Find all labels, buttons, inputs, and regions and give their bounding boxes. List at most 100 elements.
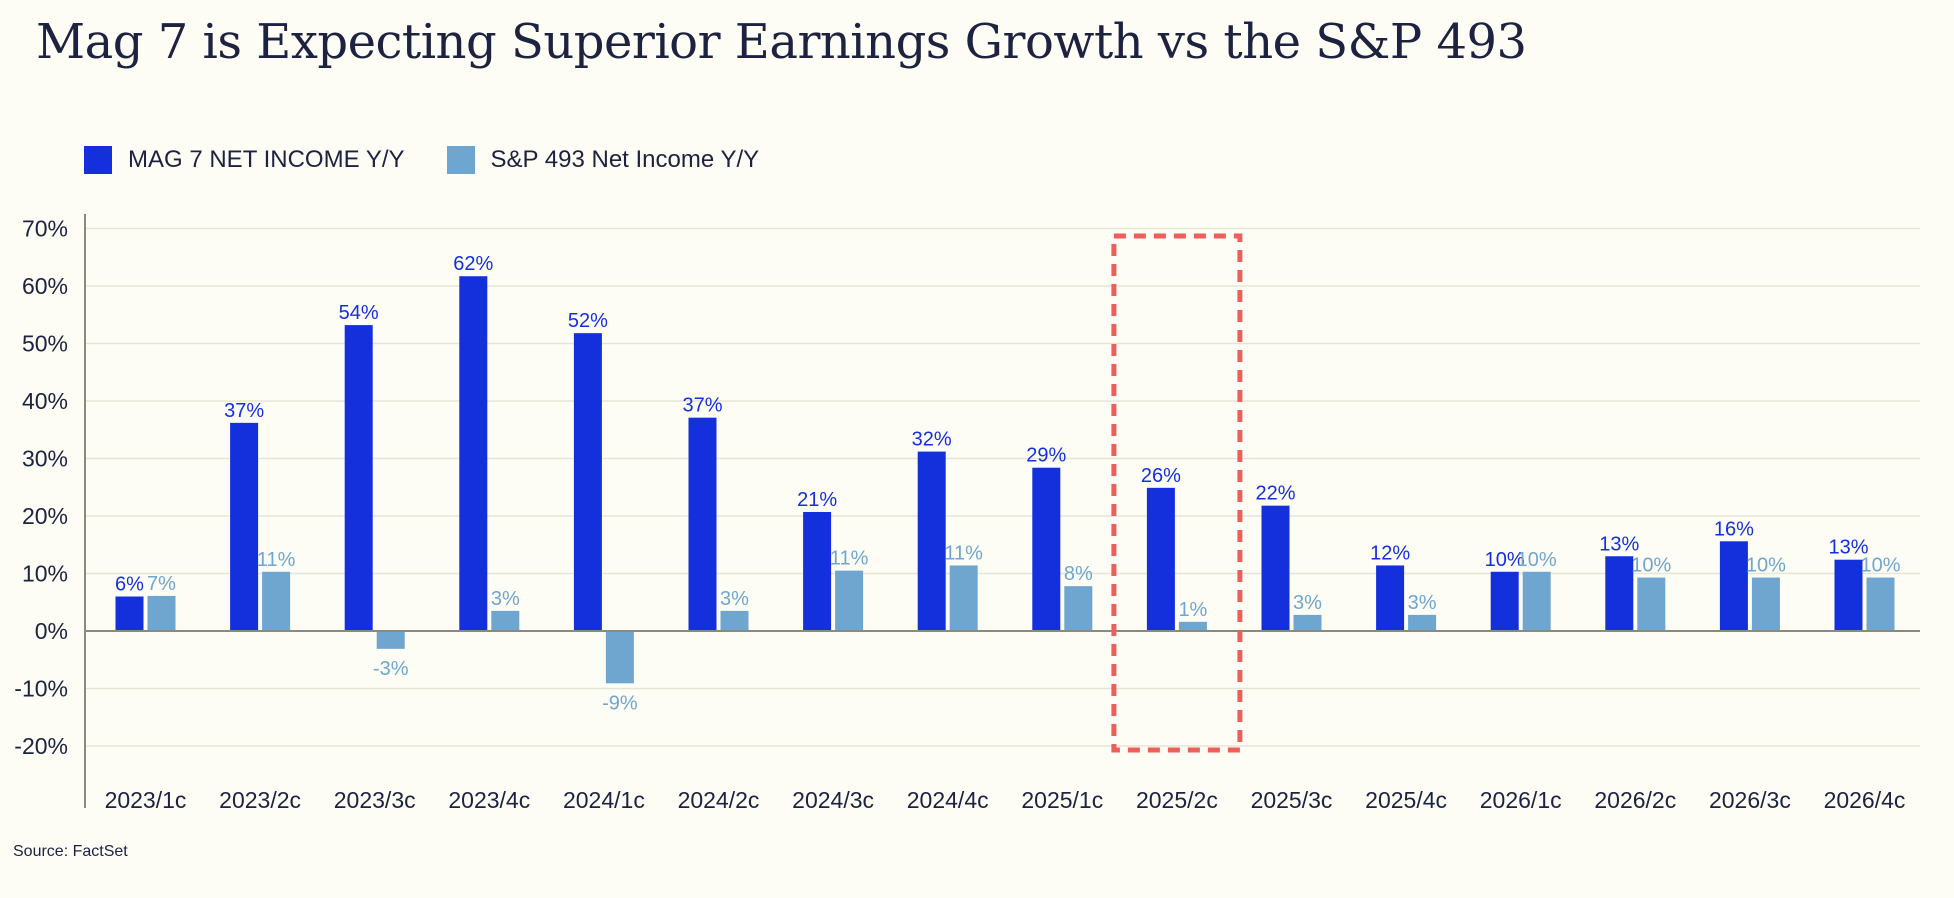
y-tick-label: 70%	[22, 216, 68, 242]
legend-item-sp493: S&P 493 Net Income Y/Y	[446, 146, 760, 174]
data-label-mag7: 13%	[1599, 533, 1639, 555]
data-label-mag7: 21%	[797, 489, 837, 511]
y-tick-label: 60%	[22, 273, 68, 299]
data-label-sp493: 3%	[1408, 592, 1437, 614]
data-label-mag7: 62%	[453, 253, 493, 275]
data-label-sp493: 11%	[944, 542, 983, 564]
bar-sp493	[1064, 586, 1093, 631]
bar-sp493	[1293, 614, 1322, 631]
x-tick-label: 2026/4c	[1824, 787, 1906, 813]
bar-sp493	[949, 565, 978, 631]
bar-sp493	[1866, 577, 1895, 631]
x-tick-label: 2023/4c	[448, 787, 530, 813]
bar-sp493	[147, 595, 176, 631]
data-label-sp493: 10%	[1631, 555, 1671, 577]
x-tick-label: 2024/3c	[792, 787, 874, 813]
data-label-sp493: 11%	[830, 548, 869, 570]
data-label-sp493: 8%	[1064, 563, 1093, 585]
bar-mag7	[344, 325, 373, 631]
x-tick-label: 2024/4c	[907, 787, 989, 813]
bar-mag7	[688, 417, 717, 631]
legend: MAG 7 NET INCOME Y/Y S&P 493 Net Income …	[84, 146, 801, 174]
x-tick-label: 2026/1c	[1480, 787, 1562, 813]
data-label-mag7: 54%	[339, 302, 379, 324]
bar-mag7	[230, 422, 259, 631]
source-note: Source: FactSet	[13, 843, 128, 860]
x-tick-label: 2023/2c	[219, 787, 301, 813]
bar-sp493	[1408, 614, 1437, 631]
bar-sp493	[1637, 577, 1666, 631]
x-tick-label: 2025/1c	[1021, 787, 1103, 813]
data-label-sp493: 3%	[491, 588, 520, 610]
data-label-sp493: 3%	[1293, 592, 1322, 614]
x-tick-label: 2025/2c	[1136, 787, 1218, 813]
bar-mag7	[803, 511, 832, 631]
bar-sp493	[605, 631, 634, 684]
y-tick-label: -20%	[14, 733, 68, 759]
y-tick-label: 50%	[22, 331, 68, 357]
x-tick-label: 2024/1c	[563, 787, 645, 813]
legend-label-sp493: S&P 493 Net Income Y/Y	[490, 146, 760, 173]
data-label-mag7: 12%	[1370, 542, 1410, 564]
bar-mag7	[1490, 571, 1519, 631]
data-label-sp493: 10%	[1746, 555, 1786, 577]
data-label-mag7: 26%	[1141, 465, 1181, 487]
legend-swatch-mag7	[84, 146, 112, 174]
y-tick-label: -10%	[14, 676, 68, 702]
bar-mag7	[1834, 559, 1863, 631]
data-label-mag7: 16%	[1714, 518, 1754, 540]
bar-mag7	[573, 333, 602, 631]
bar-mag7	[1719, 541, 1748, 631]
data-label-mag7: 22%	[1255, 483, 1295, 505]
x-tick-label: 2026/2c	[1594, 787, 1676, 813]
highlight-box	[1111, 233, 1243, 753]
bar-sp493	[720, 610, 749, 631]
data-label-mag7: 10%	[1485, 549, 1525, 571]
bar-sp493	[262, 571, 291, 631]
y-tick-label: 40%	[22, 388, 68, 414]
bar-mag7	[1032, 467, 1061, 631]
data-label-mag7: 13%	[1828, 537, 1868, 559]
bar-mag7	[1261, 505, 1290, 631]
bar-mag7	[1605, 556, 1634, 631]
data-label-sp493: 3%	[720, 588, 749, 610]
data-label-sp493: 7%	[147, 573, 176, 595]
x-tick-label: 2026/3c	[1709, 787, 1791, 813]
bar-sp493	[835, 570, 864, 631]
x-tick-label: 2025/3c	[1251, 787, 1333, 813]
bar-sp493	[1522, 571, 1551, 631]
data-label-sp493: 1%	[1178, 599, 1207, 621]
data-label-sp493: -9%	[602, 692, 638, 714]
data-label-sp493: 10%	[1517, 549, 1557, 571]
data-label-sp493: -3%	[373, 658, 409, 680]
bar-sp493	[1178, 621, 1207, 631]
data-label-mag7: 29%	[1026, 445, 1066, 467]
chart-title: Mag 7 is Expecting Superior Earnings Gro…	[36, 14, 1527, 70]
bar-mag7	[115, 596, 144, 631]
y-tick-label: 10%	[22, 561, 68, 587]
x-tick-label: 2025/4c	[1365, 787, 1447, 813]
x-tick-label: 2023/1c	[105, 787, 187, 813]
data-label-mag7: 37%	[224, 400, 264, 422]
bar-sp493	[491, 610, 520, 631]
bar-sp493	[376, 631, 405, 649]
x-tick-label: 2024/2c	[678, 787, 760, 813]
data-label-sp493: 11%	[257, 549, 296, 571]
bar-mag7	[459, 276, 488, 631]
y-tick-label: 30%	[22, 446, 68, 472]
data-label-mag7: 32%	[912, 429, 952, 451]
data-label-mag7: 6%	[115, 574, 144, 596]
data-label-mag7: 37%	[682, 395, 722, 417]
data-label-mag7: 52%	[568, 310, 608, 332]
bar-mag7	[917, 451, 946, 631]
bar-mag7	[1146, 487, 1175, 631]
data-label-sp493: 10%	[1860, 555, 1900, 577]
y-tick-label: 20%	[22, 503, 68, 529]
bar-sp493	[1751, 577, 1780, 631]
y-tick-label: 0%	[35, 618, 68, 644]
bar-mag7	[1376, 565, 1405, 631]
x-tick-label: 2023/3c	[334, 787, 416, 813]
legend-item-mag7: MAG 7 NET INCOME Y/Y	[84, 146, 405, 174]
legend-label-mag7: MAG 7 NET INCOME Y/Y	[128, 146, 405, 173]
